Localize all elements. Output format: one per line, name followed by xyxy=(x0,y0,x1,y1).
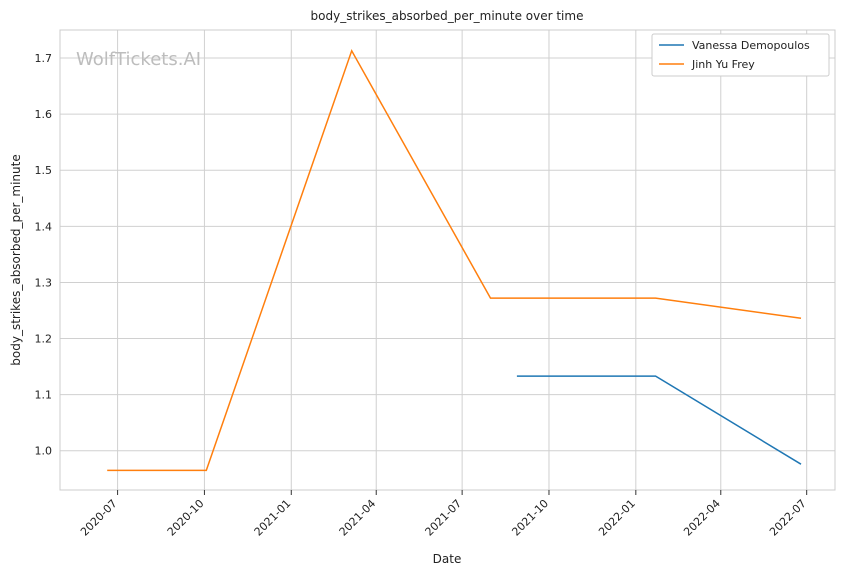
plot-frame xyxy=(59,29,836,491)
series-line-jinh-yu-frey xyxy=(107,48,802,472)
legend-box xyxy=(651,33,830,77)
y-tick-label: 1.4 xyxy=(35,220,53,233)
y-tick-label: 1.6 xyxy=(35,108,53,121)
x-tick-label: 2022-07 xyxy=(767,497,809,539)
watermark: WolfTickets.AI xyxy=(76,49,201,70)
legend-label-jinh-yu-frey: Jinh Yu Frey xyxy=(691,58,755,71)
series-line-vanessa-demopoulos xyxy=(516,375,802,465)
y-tick-label: 1.0 xyxy=(35,445,53,458)
series-layer xyxy=(107,48,802,472)
y-tick-label: 1.2 xyxy=(35,333,53,346)
y-tick-label: 1.3 xyxy=(35,276,53,289)
chart-title: body_strikes_absorbed_per_minute over ti… xyxy=(311,9,584,23)
y-tick-label: 1.1 xyxy=(35,389,53,402)
x-tick-label: 2020-07 xyxy=(78,497,120,539)
x-tick-label: 2021-01 xyxy=(252,497,294,539)
grid xyxy=(60,30,835,490)
y-axis-label: body_strikes_absorbed_per_minute xyxy=(9,154,23,365)
tick-labels: 2020-07 2020-10 2021-01 2021-04 2021-07 2021-… xyxy=(35,52,809,539)
y-tick-label: 1.7 xyxy=(35,52,53,65)
x-axis-label: Date xyxy=(433,552,462,566)
x-tick-label: 2022-01 xyxy=(596,497,638,539)
x-tick-label: 2021-07 xyxy=(423,497,465,539)
y-tick-label: 1.5 xyxy=(35,164,53,177)
legend: Vanessa Demopoulos Jinh Yu Frey xyxy=(651,33,830,77)
x-tick-label: 2020-10 xyxy=(165,497,207,539)
x-tick-label: 2021-10 xyxy=(509,497,551,539)
x-tick-label: 2021-04 xyxy=(337,497,379,539)
legend-label-vanessa-demopoulos: Vanessa Demopoulos xyxy=(692,39,810,52)
x-tick-label: 2022-04 xyxy=(681,497,723,539)
